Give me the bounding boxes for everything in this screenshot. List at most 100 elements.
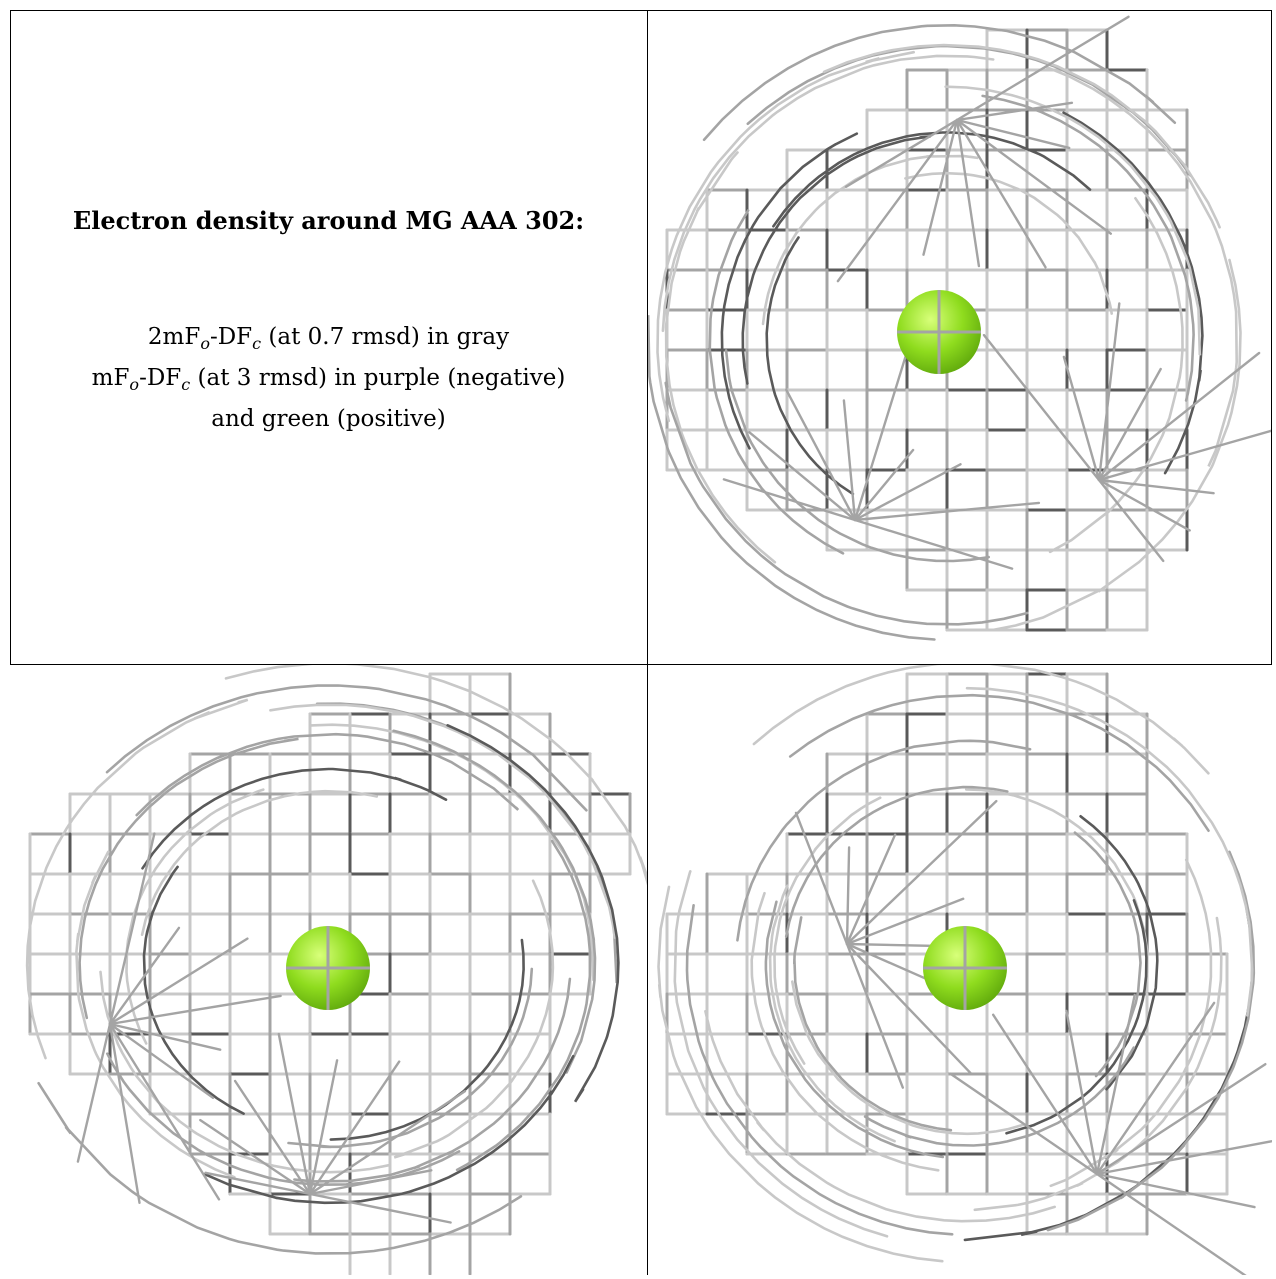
mesh-spoke xyxy=(853,518,1014,570)
mesh-contour xyxy=(788,693,1210,832)
mesh-spoke xyxy=(722,478,857,522)
mesh-contour xyxy=(768,884,896,1143)
mesh-spoke xyxy=(1065,1009,1099,1176)
mesh-spoke xyxy=(1097,478,1191,532)
mesh-contour xyxy=(736,739,1032,942)
mesh-contour xyxy=(37,1081,523,1255)
mesh-contour xyxy=(773,796,882,1065)
mesh-spoke xyxy=(1097,478,1215,495)
caption-title: Electron density around MG AAA 302: xyxy=(72,206,585,235)
mesh-spoke xyxy=(844,118,959,189)
mesh-spoke xyxy=(1095,1172,1256,1209)
mesh-spoke xyxy=(845,799,998,946)
mesh-spoke xyxy=(1062,355,1101,482)
mesh-view-2 xyxy=(25,664,647,1275)
density-view-top-right xyxy=(647,10,1272,664)
mg-ion-sphere xyxy=(923,926,1007,1010)
mesh-spoke xyxy=(845,833,897,946)
border-center xyxy=(647,10,648,1275)
mesh-spoke xyxy=(845,942,973,1075)
caption-line-2-sub-o: o xyxy=(129,375,140,394)
mesh-contour xyxy=(25,698,249,1060)
mesh-spoke xyxy=(955,118,1071,150)
mesh-contour xyxy=(863,1046,1136,1147)
mesh-contour xyxy=(1049,858,1213,1188)
mesh-contour xyxy=(647,315,936,641)
mesh-contour xyxy=(724,349,991,563)
caption-line-1-mid: -DF xyxy=(209,324,253,350)
mesh-contour xyxy=(784,785,1009,938)
mesh-contour xyxy=(656,50,916,423)
mesh-spoke xyxy=(785,388,857,522)
border-top xyxy=(10,10,1272,11)
mesh-contour xyxy=(78,737,299,1020)
caption-line-2-post: (at 3 rmsd) in purple (negative) xyxy=(190,365,566,391)
mesh-spoke xyxy=(955,118,1047,269)
mesh-contour xyxy=(393,879,555,1159)
mesh-contour xyxy=(446,723,620,1103)
mesh-spoke xyxy=(955,118,981,268)
mesh-contour xyxy=(822,43,1221,229)
mesh-spoke xyxy=(108,1022,221,1201)
caption-line-1-pre: 2mF xyxy=(147,324,201,350)
mesh-spoke xyxy=(308,1090,467,1196)
mesh-contour xyxy=(720,132,859,450)
density-mesh xyxy=(25,664,647,1275)
caption-line-2: mFo-DFc (at 3 rmsd) in purple (negative) xyxy=(10,361,647,402)
mesh-contour xyxy=(1048,197,1184,554)
mesh-contour xyxy=(1073,831,1142,1078)
mesh-contour xyxy=(765,236,855,496)
mesh-contour xyxy=(708,209,845,555)
mesh-spoke xyxy=(748,431,857,522)
mesh-contour xyxy=(673,870,889,1238)
mesh-contour xyxy=(287,967,534,1149)
mesh-spoke xyxy=(1095,1063,1267,1176)
mesh-spoke xyxy=(922,118,959,256)
mesh-contour xyxy=(269,703,617,939)
mesh-spoke xyxy=(992,1013,1099,1176)
mesh-contour xyxy=(664,151,777,564)
mg-ion-sphere xyxy=(286,926,370,1010)
mesh-spoke xyxy=(949,1072,1099,1176)
border-right-top xyxy=(1271,10,1272,664)
mesh-spoke xyxy=(842,399,857,522)
mesh-spoke xyxy=(1095,1172,1247,1275)
caption-line-1: 2mFo-DFc (at 0.7 rmsd) in gray xyxy=(10,320,647,361)
caption-line-1-post: (at 0.7 rmsd) in gray xyxy=(261,324,510,350)
mesh-contour xyxy=(791,980,1025,1136)
mesh-spoke xyxy=(108,1022,222,1051)
mesh-spoke xyxy=(1095,993,1136,1176)
mesh-contour xyxy=(135,732,520,817)
mesh-spoke xyxy=(108,937,249,1026)
mesh-spoke xyxy=(308,1192,452,1224)
mesh-contour xyxy=(793,916,953,1132)
mesh-spoke xyxy=(277,1032,312,1196)
mesh-contour xyxy=(741,135,931,385)
mesh-contour xyxy=(392,729,597,1074)
caption-line-1-sub-o: o xyxy=(200,334,210,353)
mesh-contour xyxy=(904,171,1114,315)
mesh-view-3 xyxy=(657,664,1272,1275)
mesh-spoke xyxy=(853,323,917,522)
mesh-spoke xyxy=(853,501,1041,522)
mesh-spoke xyxy=(1097,367,1162,482)
caption-line-1-sub-c: c xyxy=(252,334,262,353)
caption-line-2-pre: mF xyxy=(91,365,130,391)
figure-panel: Electron density around MG AAA 302: 2mFo… xyxy=(10,10,1272,1275)
mesh-spoke xyxy=(233,1079,312,1196)
mesh-spoke xyxy=(845,942,905,1089)
mesh-spoke xyxy=(982,333,1101,482)
mesh-spoke xyxy=(1097,429,1272,482)
mesh-contour xyxy=(105,684,588,812)
mesh-contour xyxy=(75,850,236,1179)
mesh-contour xyxy=(293,977,572,1183)
mesh-spoke xyxy=(1095,1001,1216,1176)
mesh-spoke xyxy=(1095,1139,1272,1176)
mesh-contour xyxy=(1046,850,1256,1232)
mesh-contour xyxy=(750,891,940,1172)
mesh-spoke xyxy=(108,832,156,1026)
mesh-contour xyxy=(702,23,1177,142)
mesh-spoke xyxy=(955,101,1074,122)
mesh-spoke xyxy=(845,846,851,946)
mesh-contour xyxy=(992,258,1242,632)
